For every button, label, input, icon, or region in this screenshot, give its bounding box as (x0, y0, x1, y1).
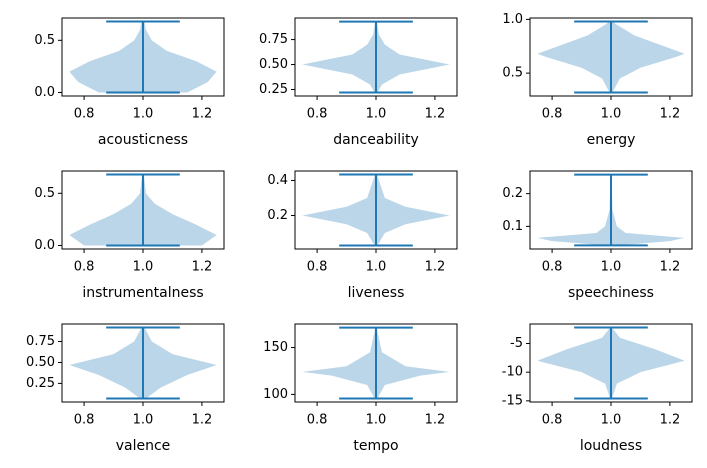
y-tick-label: 0.5 (502, 66, 523, 81)
x-tick-label: 0.8 (307, 260, 328, 275)
violin-body (611, 327, 685, 399)
y-tick-label: 0.25 (26, 376, 55, 391)
violin-body (537, 174, 611, 246)
violin-body (302, 174, 376, 246)
x-tick-label: 1.2 (660, 260, 681, 275)
x-tick-label: 1.0 (133, 260, 154, 275)
y-tick-label: 0.0 (34, 85, 55, 100)
violin-body (537, 21, 611, 93)
x-axis-label: danceability (333, 132, 419, 148)
x-tick-label: 1.2 (192, 413, 213, 428)
violin-body (611, 174, 685, 246)
x-tick-label: 1.0 (366, 413, 387, 428)
y-tick-label: 0.2 (267, 208, 288, 223)
x-tick-label: 1.0 (133, 107, 154, 122)
violin-body (69, 174, 143, 246)
x-tick-label: 0.8 (542, 107, 563, 122)
y-tick-label: 0.75 (26, 334, 55, 349)
x-tick-label: 1.0 (601, 413, 622, 428)
violin-body (143, 174, 217, 246)
y-tick-label: 0.0 (34, 238, 55, 253)
y-tick-label: 150 (263, 340, 288, 355)
y-tick-label: 0.50 (26, 355, 55, 370)
x-axis-label: instrumentalness (82, 285, 203, 301)
x-tick-label: 1.0 (601, 260, 622, 275)
x-axis-label: liveness (348, 285, 405, 301)
x-tick-label: 1.0 (366, 260, 387, 275)
violin-body (302, 21, 376, 93)
x-tick-label: 1.2 (192, 260, 213, 275)
violin-body (143, 327, 217, 399)
x-tick-label: 0.8 (307, 413, 328, 428)
y-tick-label: 0.25 (259, 82, 288, 97)
x-tick-label: 1.2 (425, 107, 446, 122)
x-axis-label: acousticness (98, 132, 188, 148)
x-tick-label: 1.0 (601, 107, 622, 122)
y-tick-label: 100 (263, 387, 288, 402)
y-tick-label: -10 (502, 365, 523, 380)
x-tick-label: 1.2 (192, 107, 213, 122)
x-axis-label: loudness (580, 438, 642, 454)
x-tick-label: 0.8 (307, 107, 328, 122)
x-tick-label: 1.2 (425, 260, 446, 275)
x-axis-label: speechiness (568, 285, 654, 301)
y-tick-label: -15 (502, 393, 523, 408)
violin-body (69, 21, 143, 93)
y-tick-label: 0.5 (34, 33, 55, 48)
x-tick-label: 1.2 (660, 107, 681, 122)
violin-body (302, 327, 376, 399)
violin-body (611, 21, 685, 93)
violin-body (143, 21, 217, 93)
x-tick-label: 0.8 (542, 413, 563, 428)
violin-body (376, 174, 450, 246)
y-tick-label: 0.2 (502, 186, 523, 201)
x-tick-label: 1.2 (660, 413, 681, 428)
y-tick-label: 0.5 (34, 186, 55, 201)
x-axis-label: energy (587, 132, 636, 148)
x-tick-label: 0.8 (74, 107, 95, 122)
x-axis-label: tempo (353, 438, 398, 454)
violin-body (537, 327, 611, 399)
y-tick-label: 0.1 (502, 219, 523, 234)
y-tick-label: 1.0 (502, 12, 523, 27)
y-tick-label: 0.75 (259, 32, 288, 47)
x-tick-label: 0.8 (542, 260, 563, 275)
violin-body (376, 21, 450, 93)
x-tick-label: 1.2 (425, 413, 446, 428)
x-tick-label: 0.8 (74, 260, 95, 275)
x-tick-label: 0.8 (74, 413, 95, 428)
x-axis-label: valence (116, 438, 171, 454)
y-tick-label: -5 (510, 336, 523, 351)
x-tick-label: 1.0 (366, 107, 387, 122)
violin-body (376, 327, 450, 399)
x-tick-label: 1.0 (133, 413, 154, 428)
y-tick-label: 0.4 (267, 173, 288, 188)
y-tick-label: 0.50 (259, 57, 288, 72)
violin-body (69, 327, 143, 399)
